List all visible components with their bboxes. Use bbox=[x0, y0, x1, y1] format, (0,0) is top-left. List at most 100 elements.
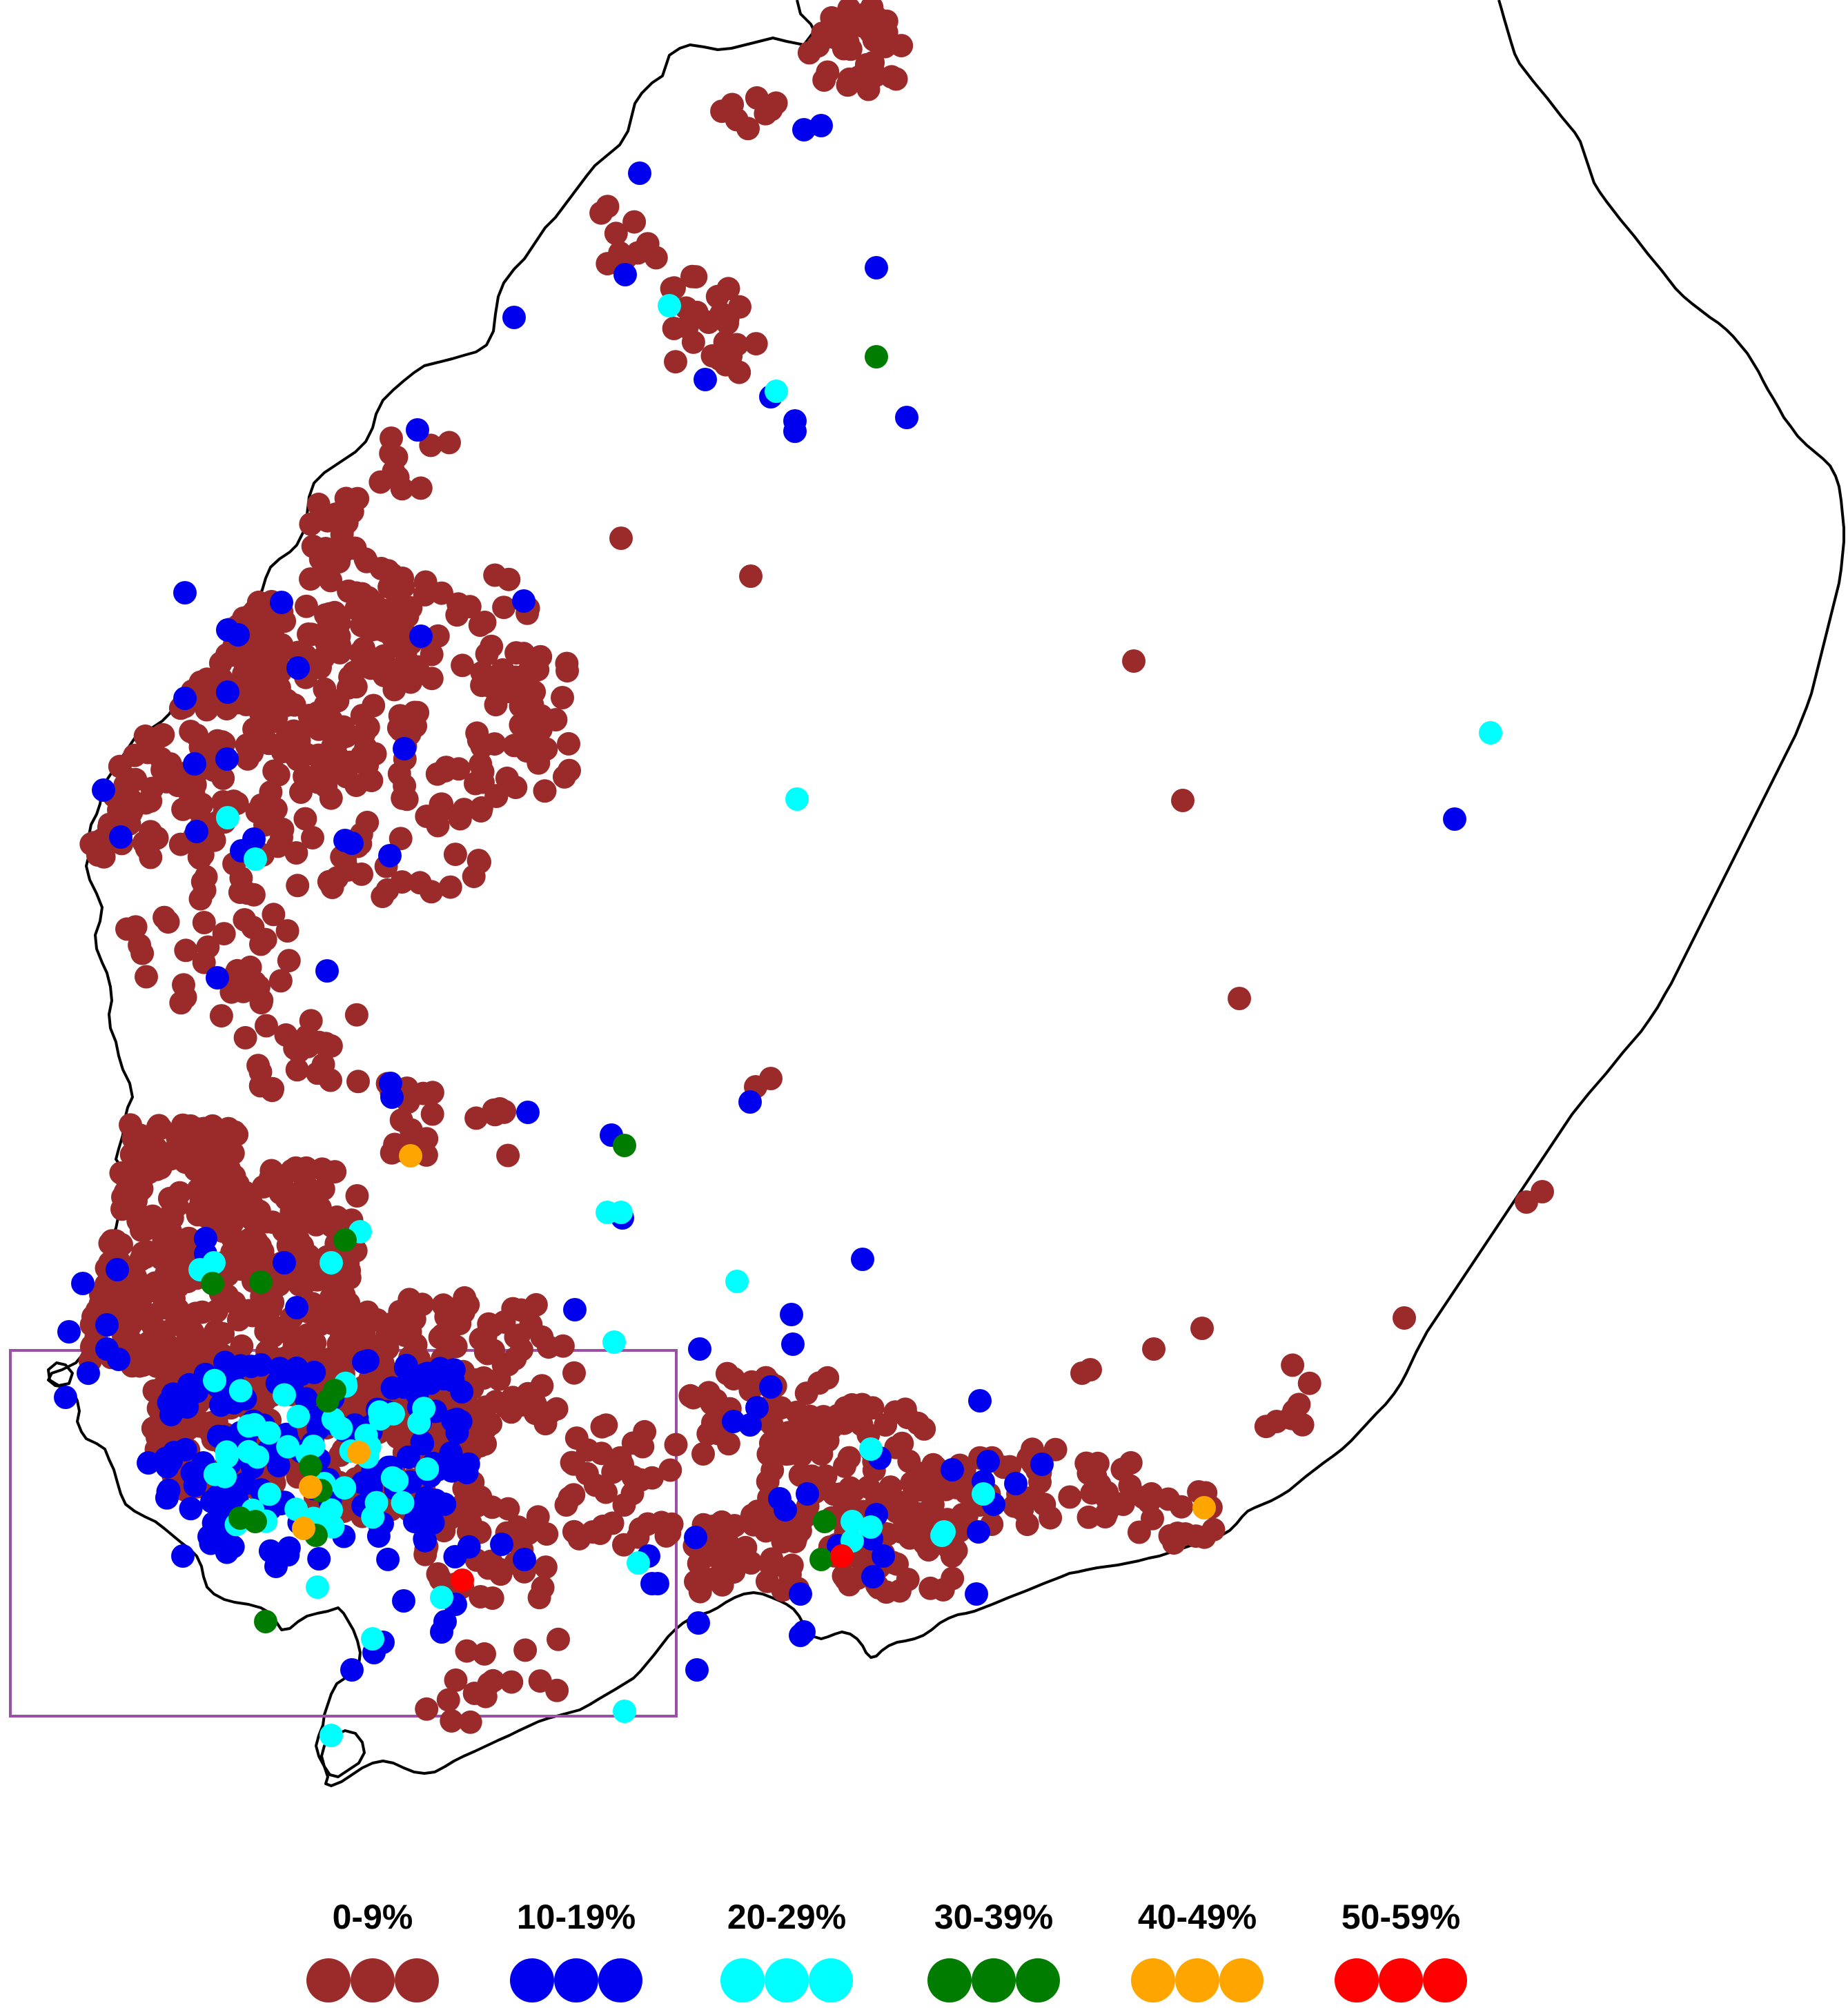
data-point bbox=[336, 1251, 360, 1275]
data-point bbox=[289, 780, 313, 804]
data-point bbox=[216, 680, 239, 704]
data-point bbox=[738, 1413, 762, 1437]
data-point bbox=[202, 1251, 226, 1274]
data-point bbox=[1141, 1506, 1164, 1530]
data-point bbox=[57, 1320, 81, 1343]
data-point bbox=[287, 729, 311, 753]
data-point bbox=[1058, 1485, 1082, 1509]
data-point bbox=[873, 35, 897, 59]
data-point bbox=[918, 1576, 943, 1600]
data-point bbox=[320, 1724, 343, 1747]
data-point bbox=[197, 1524, 221, 1548]
data-point bbox=[760, 1555, 783, 1579]
data-point bbox=[813, 1510, 836, 1533]
data-point bbox=[148, 1116, 173, 1140]
legend-item: 10-19% bbox=[510, 1898, 642, 2002]
data-point bbox=[92, 845, 116, 869]
data-point bbox=[411, 1432, 435, 1455]
data-point bbox=[418, 1371, 442, 1395]
data-point bbox=[451, 1568, 474, 1592]
data-point bbox=[516, 1101, 540, 1124]
data-point bbox=[261, 1290, 285, 1315]
data-point bbox=[322, 1274, 346, 1299]
data-point bbox=[691, 1442, 715, 1466]
data-point bbox=[446, 757, 471, 781]
data-point bbox=[513, 1638, 538, 1662]
data-point bbox=[109, 825, 132, 849]
data-point bbox=[360, 618, 384, 642]
data-point bbox=[765, 380, 788, 403]
data-point bbox=[220, 1226, 244, 1250]
data-point bbox=[544, 1397, 569, 1421]
legend-swatch bbox=[1016, 1958, 1060, 2002]
data-point bbox=[431, 1323, 455, 1347]
data-point bbox=[590, 1415, 614, 1439]
data-point bbox=[315, 506, 339, 530]
data-point bbox=[545, 1678, 569, 1702]
data-point bbox=[842, 1479, 866, 1503]
data-point bbox=[115, 917, 139, 941]
data-point bbox=[529, 718, 553, 742]
data-point bbox=[465, 721, 489, 745]
data-point bbox=[344, 774, 368, 798]
data-points bbox=[54, 0, 1554, 1747]
data-point bbox=[225, 1123, 249, 1147]
data-point bbox=[245, 690, 268, 714]
data-point bbox=[193, 1140, 217, 1164]
data-point bbox=[912, 1502, 936, 1526]
data-point bbox=[438, 875, 462, 899]
data-point bbox=[183, 752, 206, 776]
data-point bbox=[955, 1504, 979, 1528]
data-point bbox=[684, 1570, 707, 1594]
data-point bbox=[119, 1143, 144, 1167]
data-point bbox=[389, 1108, 413, 1132]
data-point bbox=[249, 1270, 273, 1294]
data-point bbox=[356, 1349, 380, 1373]
legend-label: 40-49% bbox=[1138, 1898, 1257, 1936]
data-point bbox=[383, 629, 407, 653]
data-point bbox=[304, 1303, 328, 1327]
data-point bbox=[391, 1490, 415, 1515]
data-point bbox=[884, 67, 908, 91]
data-point bbox=[333, 1228, 357, 1252]
data-point bbox=[195, 667, 219, 691]
legend-item: 40-49% bbox=[1131, 1898, 1264, 2002]
data-point bbox=[361, 1627, 384, 1651]
data-point bbox=[301, 826, 324, 849]
data-point bbox=[1094, 1502, 1119, 1526]
data-point bbox=[189, 1189, 213, 1213]
data-point bbox=[299, 1455, 322, 1478]
data-point bbox=[796, 1482, 819, 1506]
data-point bbox=[406, 418, 429, 442]
data-point bbox=[215, 747, 239, 771]
data-point bbox=[629, 1468, 653, 1492]
legend-swatch bbox=[351, 1958, 395, 2002]
data-point bbox=[725, 333, 749, 357]
data-point bbox=[750, 1514, 774, 1538]
data-point bbox=[934, 1477, 958, 1502]
data-point bbox=[273, 1251, 296, 1274]
data-point bbox=[725, 1270, 749, 1293]
data-point bbox=[322, 734, 346, 758]
data-point bbox=[854, 52, 878, 77]
data-point bbox=[717, 1553, 741, 1577]
data-point bbox=[859, 1515, 883, 1539]
data-point bbox=[483, 1103, 507, 1127]
data-point bbox=[286, 656, 310, 680]
data-point bbox=[941, 1458, 964, 1482]
data-point bbox=[259, 780, 283, 804]
data-point bbox=[452, 798, 476, 822]
data-point bbox=[135, 965, 158, 989]
data-point bbox=[438, 431, 461, 455]
legend-swatch bbox=[1335, 1958, 1379, 2002]
island-outline bbox=[47, 1361, 74, 1387]
data-point bbox=[816, 1366, 840, 1390]
data-point bbox=[233, 1472, 257, 1496]
data-point bbox=[728, 295, 751, 319]
data-point bbox=[555, 651, 579, 676]
legend-swatch bbox=[306, 1958, 351, 2002]
data-point bbox=[137, 1451, 160, 1475]
data-point bbox=[865, 345, 888, 368]
data-point bbox=[684, 1526, 707, 1549]
data-point bbox=[192, 911, 216, 934]
